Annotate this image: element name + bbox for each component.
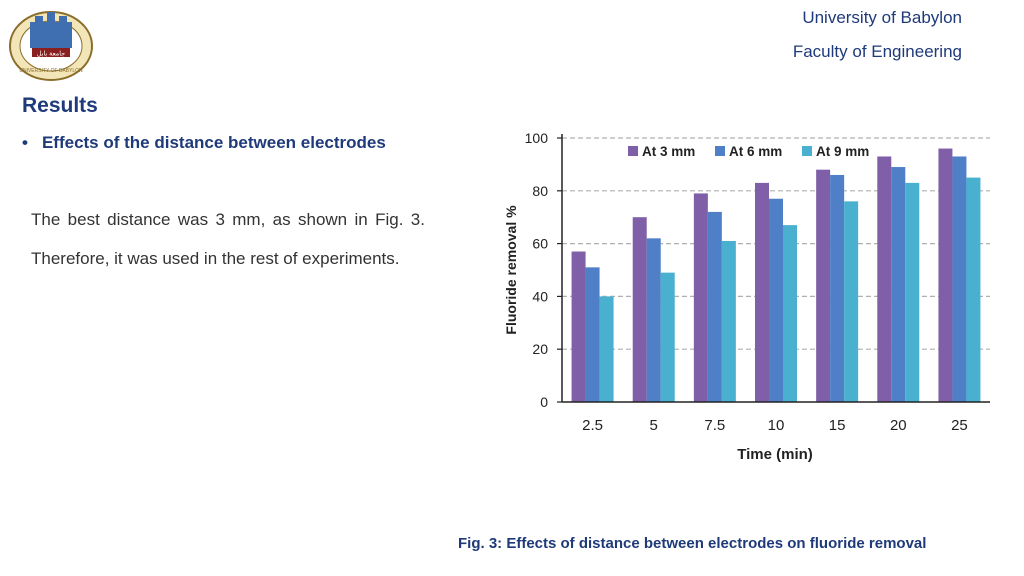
y-tick-label: 100: [525, 130, 549, 146]
x-tick-label: 25: [951, 417, 968, 434]
y-tick-label: 80: [532, 183, 548, 199]
bar-at-3-mm: [632, 217, 647, 402]
results-heading: Results: [22, 94, 98, 117]
bar-at-6-mm: [646, 238, 661, 402]
bullet-text: Effects of the distance between electrod…: [41, 133, 386, 152]
bar-at-9-mm: [966, 177, 981, 402]
bar-at-3-mm: [938, 148, 953, 402]
y-tick-label: 60: [532, 236, 548, 252]
logo-arabic-text: جامعة بابل: [37, 51, 65, 58]
bar-at-6-mm: [585, 267, 600, 402]
legend-swatch: [715, 146, 725, 156]
bar-at-9-mm: [660, 272, 675, 402]
bullet-item: • Effects of the distance between electr…: [22, 133, 386, 153]
results-paragraph: The best distance was 3 mm, as shown in …: [31, 210, 425, 268]
x-tick-label: 10: [768, 417, 785, 434]
bar-at-3-mm: [693, 193, 708, 402]
bar-at-9-mm: [599, 296, 614, 402]
y-tick-label: 40: [532, 288, 548, 304]
bar-at-3-mm: [877, 156, 892, 402]
bar-chart: 0 20 40 60 80 100 2.5 5 7.5 10 15 20 25 Time (min) Flu…: [503, 130, 990, 463]
bar-at-9-mm: [905, 182, 920, 402]
bar-at-9-mm: [721, 240, 736, 402]
bar-at-3-mm: [755, 182, 769, 402]
legend-label: At 9 mm: [816, 144, 869, 159]
figure-caption: Fig. 3: Effects of distance between elec…: [458, 535, 927, 552]
legend-label: At 3 mm: [642, 144, 695, 159]
university-name: University of Babylon: [802, 8, 962, 27]
x-axis-label: Time (min): [737, 446, 813, 463]
x-tick-label: 20: [890, 417, 907, 434]
bar-at-6-mm: [769, 198, 783, 402]
y-tick-label: 0: [540, 394, 548, 410]
logo-ring-text: UNIVERSITY OF BABYLON: [19, 68, 83, 74]
bar-at-3-mm: [571, 251, 586, 402]
x-tick-label: 2.5: [582, 417, 603, 434]
x-tick-label: 5: [650, 417, 658, 434]
y-axis-label: Fluoride removal %: [503, 205, 519, 335]
university-logo: جامعة بابل UNIVERSITY OF BABYLON: [9, 11, 93, 81]
bar-at-6-mm: [707, 211, 722, 402]
y-tick-label: 20: [532, 341, 548, 357]
bar-at-9-mm: [783, 225, 797, 402]
bar-at-9-mm: [844, 201, 859, 402]
x-tick-label: 15: [829, 417, 846, 434]
bullet-marker: •: [22, 133, 28, 152]
x-tick-label: 7.5: [704, 417, 725, 434]
bar-at-6-mm: [891, 167, 906, 402]
legend-swatch: [802, 146, 812, 156]
bar-at-6-mm: [830, 174, 845, 402]
bar-at-3-mm: [816, 169, 831, 402]
legend-swatch: [628, 146, 638, 156]
bar-at-6-mm: [952, 156, 967, 402]
faculty-name: Faculty of Engineering: [792, 42, 962, 61]
legend-label: At 6 mm: [729, 144, 782, 159]
